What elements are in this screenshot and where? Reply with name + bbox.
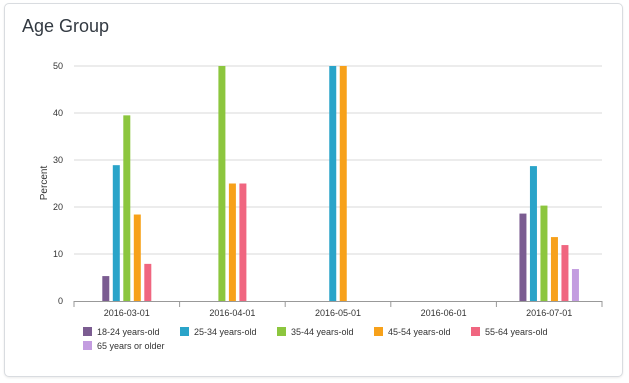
legend-label: 35-44 years-old — [291, 327, 354, 337]
legend-swatch — [471, 327, 480, 336]
x-tick-label: 2016-05-01 — [315, 308, 361, 318]
legend-label: 45-54 years-old — [388, 327, 451, 337]
legend-label: 25-34 years-old — [194, 327, 257, 337]
bar[interactable] — [218, 66, 226, 301]
y-tick-label: 0 — [58, 296, 63, 306]
x-axis: 2016-03-01 2016-04-01 2016-05-01 2016-06-01… — [73, 301, 603, 318]
bar[interactable] — [519, 213, 527, 301]
bar[interactable] — [239, 183, 247, 302]
legend-swatch — [83, 327, 92, 336]
bar[interactable] — [133, 214, 141, 301]
bar[interactable] — [228, 183, 236, 302]
x-tick-label: 2016-04-01 — [209, 308, 255, 318]
legend-item[interactable]: 55-64 years-old — [471, 327, 548, 337]
legend[interactable]: 18-24 years-old 25-34 years-old 35-44 year… — [83, 327, 548, 351]
bar[interactable] — [561, 245, 569, 301]
legend-item[interactable]: 65 years or older — [83, 341, 165, 351]
x-tick-label: 2016-06-01 — [421, 308, 467, 318]
y-axis-label: Percent — [39, 166, 50, 201]
legend-swatch — [277, 327, 286, 336]
legend-swatch — [180, 327, 189, 336]
bar[interactable] — [529, 166, 537, 301]
legend-item[interactable]: 45-54 years-old — [374, 327, 451, 337]
legend-item[interactable]: 25-34 years-old — [180, 327, 257, 337]
y-tick-label: 50 — [53, 61, 63, 71]
bars — [102, 66, 579, 301]
chart-card — [4, 3, 623, 377]
legend-item[interactable]: 18-24 years-old — [83, 327, 160, 337]
bar[interactable] — [102, 276, 110, 301]
bar[interactable] — [550, 237, 558, 301]
bar[interactable] — [540, 205, 548, 301]
legend-swatch — [83, 341, 92, 350]
y-tick-label: 20 — [53, 202, 63, 212]
chart-title: Age Group — [22, 16, 110, 36]
legend-item[interactable]: 35-44 years-old — [277, 327, 354, 337]
bar[interactable] — [112, 165, 120, 301]
legend-label: 18-24 years-old — [97, 327, 160, 337]
y-tick-label: 30 — [53, 155, 63, 165]
bar[interactable] — [329, 66, 337, 301]
legend-label: 55-64 years-old — [485, 327, 548, 337]
x-tick-label: 2016-07-01 — [526, 308, 572, 318]
y-tick-label: 40 — [53, 108, 63, 118]
bar[interactable] — [339, 66, 347, 301]
y-axis-ticks: 0 10 20 30 40 50 — [53, 61, 63, 306]
legend-label: 65 years or older — [97, 341, 165, 351]
y-tick-label: 10 — [53, 249, 63, 259]
grid-lines — [74, 65, 602, 255]
x-tick-label: 2016-03-01 — [104, 308, 150, 318]
bar[interactable] — [571, 269, 579, 301]
legend-swatch — [374, 327, 383, 336]
bar[interactable] — [144, 263, 152, 301]
bar[interactable] — [123, 115, 131, 301]
